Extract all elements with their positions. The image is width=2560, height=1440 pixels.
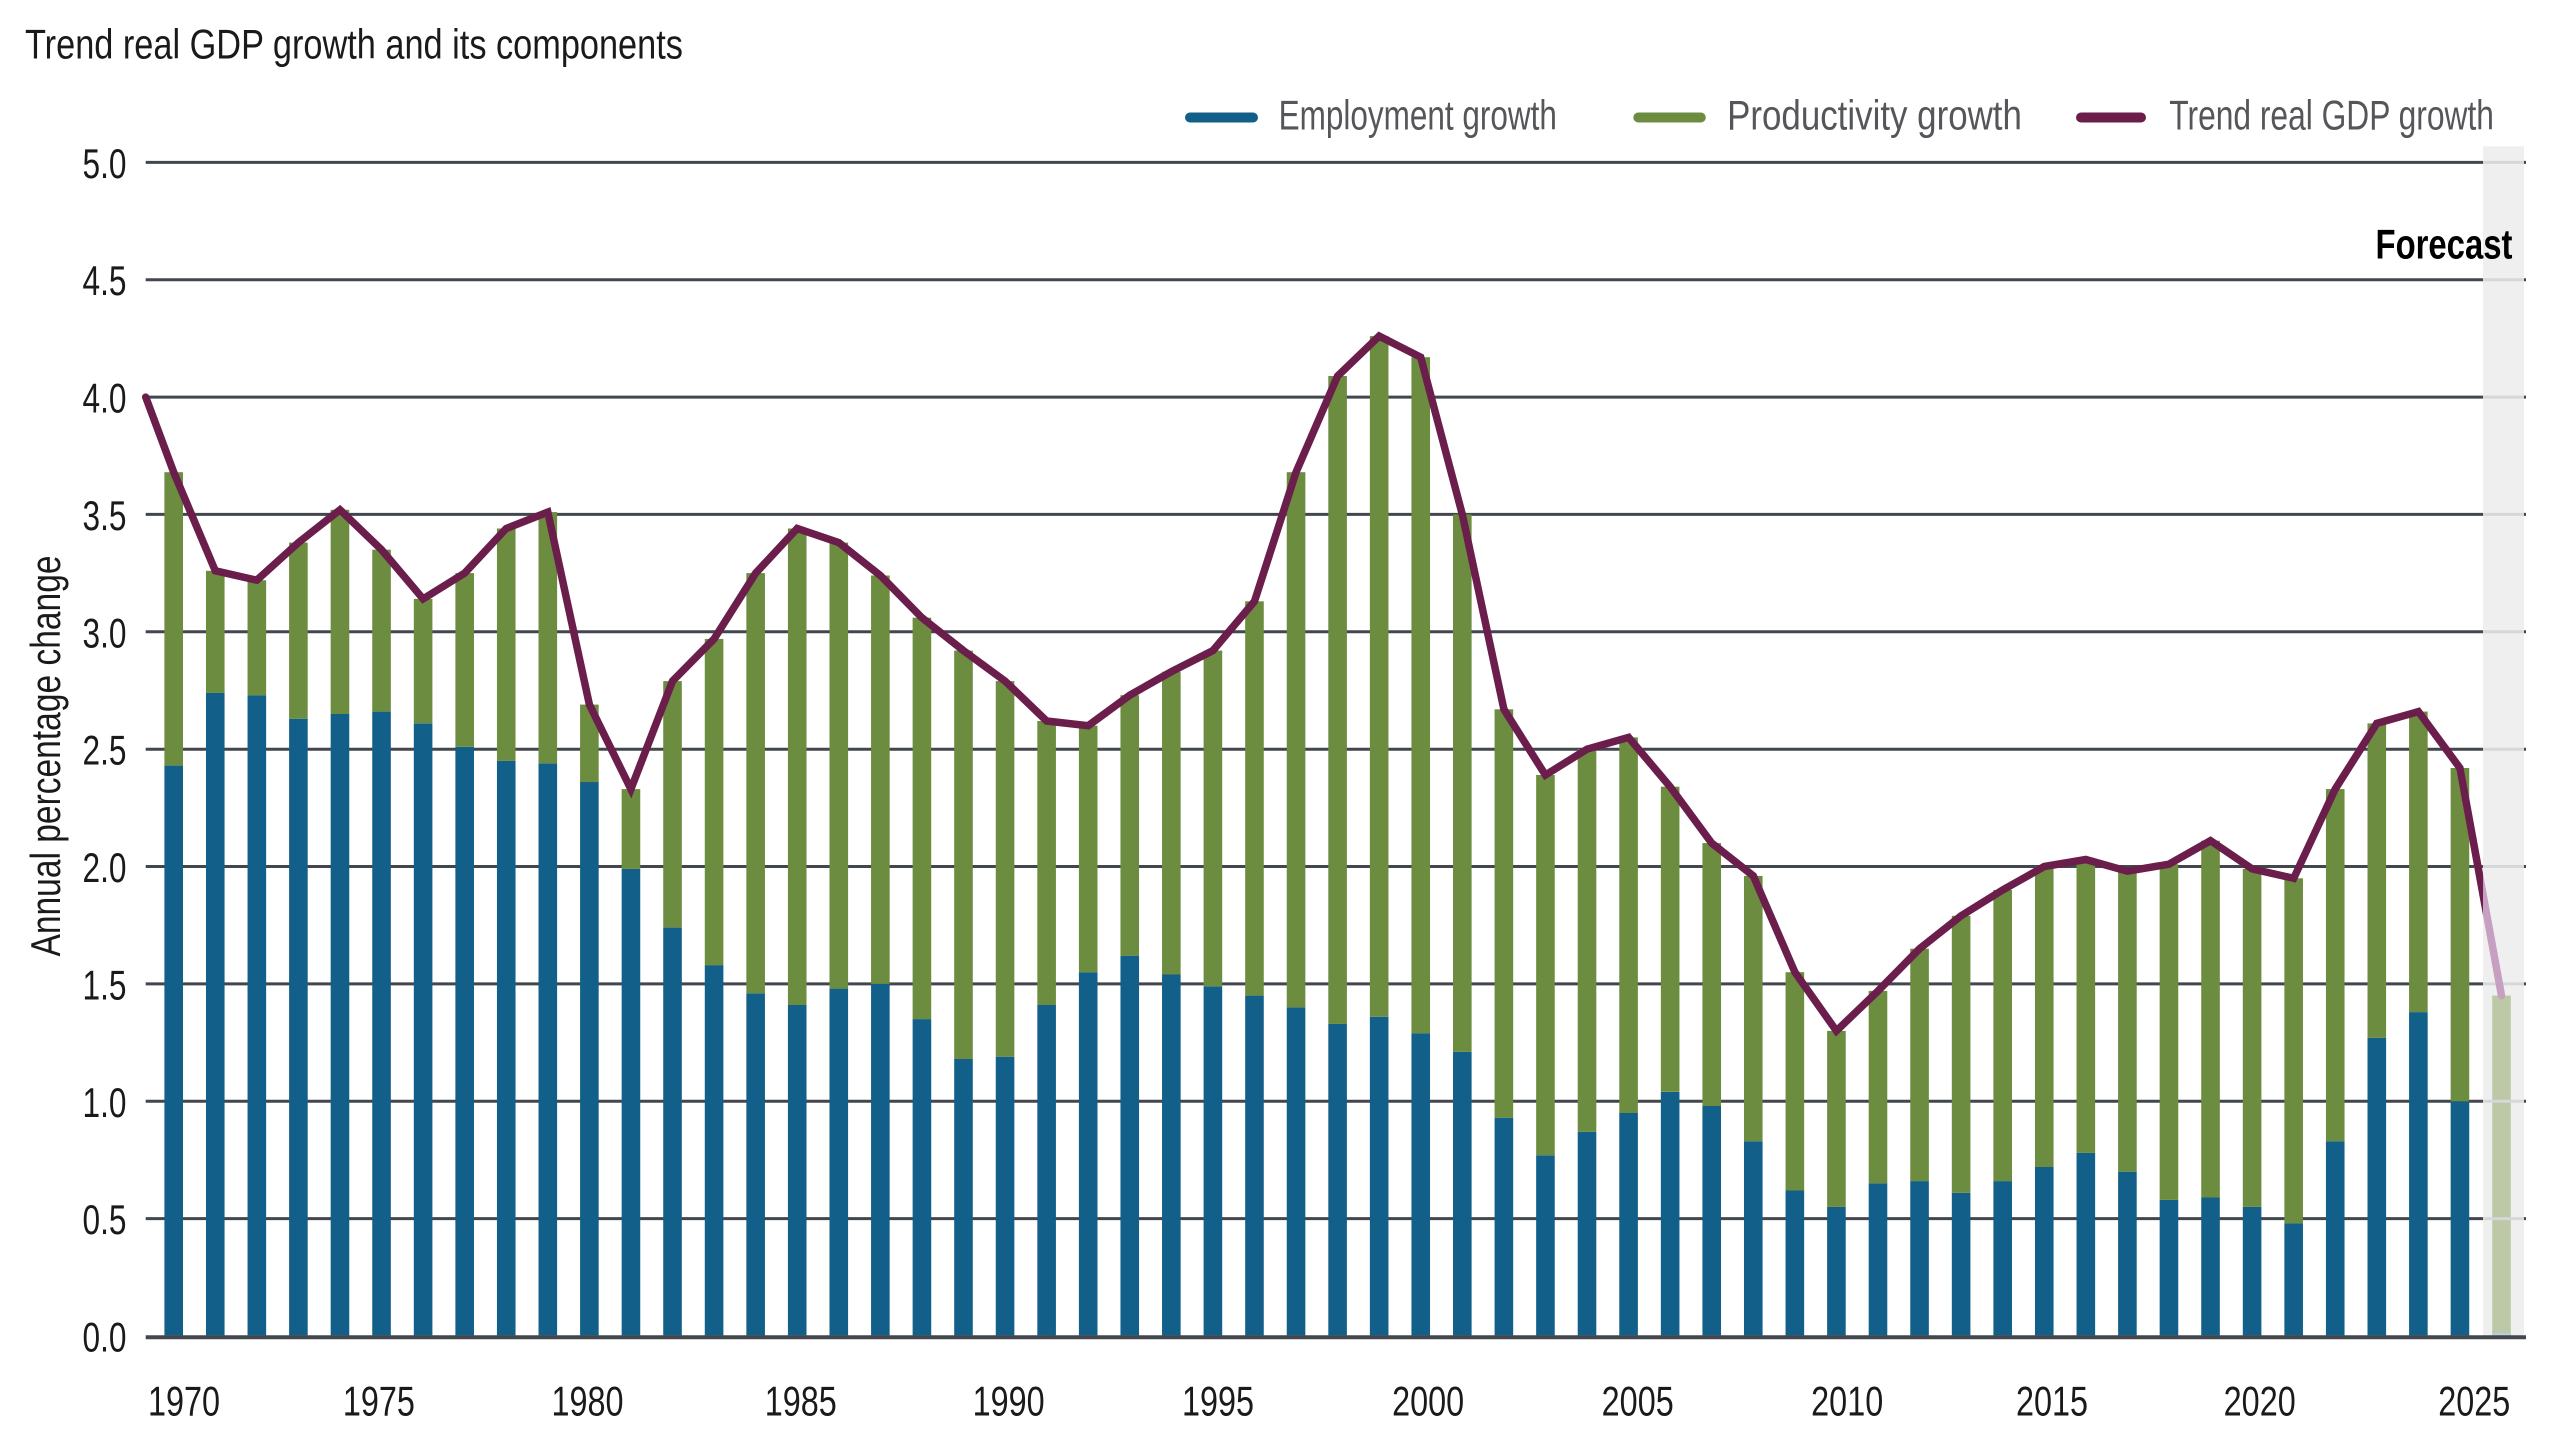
svg-text:2015: 2015 bbox=[2016, 1377, 2088, 1424]
svg-text:Forecast: Forecast bbox=[2376, 221, 2513, 268]
svg-text:3.0: 3.0 bbox=[83, 609, 127, 656]
svg-text:0.5: 0.5 bbox=[83, 1196, 127, 1243]
svg-text:Annual percentage change: Annual percentage change bbox=[24, 555, 70, 956]
svg-text:1970: 1970 bbox=[148, 1377, 220, 1424]
svg-text:1985: 1985 bbox=[765, 1377, 837, 1424]
svg-text:2005: 2005 bbox=[1602, 1377, 1674, 1424]
svg-text:Trend real GDP growth: Trend real GDP growth bbox=[2169, 91, 2494, 138]
svg-text:4.0: 4.0 bbox=[83, 374, 127, 421]
svg-text:2.0: 2.0 bbox=[83, 844, 127, 891]
svg-text:1.5: 1.5 bbox=[83, 961, 127, 1008]
svg-text:1990: 1990 bbox=[973, 1377, 1045, 1424]
svg-text:2.5: 2.5 bbox=[83, 726, 127, 773]
svg-text:4.5: 4.5 bbox=[83, 257, 127, 304]
svg-text:2010: 2010 bbox=[1811, 1377, 1883, 1424]
svg-text:1995: 1995 bbox=[1182, 1377, 1254, 1424]
svg-text:3.5: 3.5 bbox=[83, 491, 127, 538]
svg-text:2020: 2020 bbox=[2224, 1377, 2296, 1424]
svg-text:5.0: 5.0 bbox=[83, 139, 127, 186]
svg-text:1975: 1975 bbox=[343, 1377, 415, 1424]
svg-text:Employment growth: Employment growth bbox=[1279, 91, 1557, 139]
svg-text:2000: 2000 bbox=[1392, 1377, 1464, 1424]
svg-text:0.0: 0.0 bbox=[83, 1313, 127, 1360]
svg-text:1.0: 1.0 bbox=[83, 1078, 127, 1125]
svg-text:Productivity growth: Productivity growth bbox=[1727, 93, 2022, 140]
svg-text:1980: 1980 bbox=[551, 1377, 623, 1424]
svg-text:Trend real GDP growth and its: Trend real GDP growth and its components bbox=[25, 21, 683, 68]
svg-text:2025: 2025 bbox=[2438, 1377, 2510, 1424]
